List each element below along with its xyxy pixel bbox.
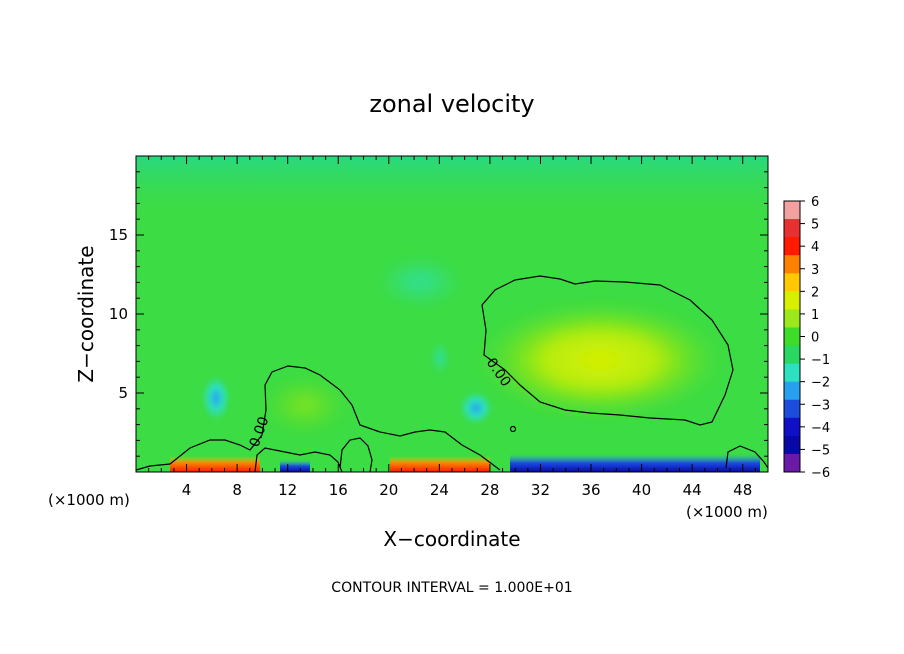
colorbar-label: 2	[811, 285, 819, 300]
colorbar-swatch	[784, 381, 800, 401]
colorbar-swatch	[784, 399, 800, 419]
colorbar-swatch	[784, 417, 800, 437]
contour-large-positive	[481, 275, 734, 426]
colorbar-labels: 6 5 4 3 2 1 0 −1 −2 −3 −4 −5 −6	[811, 195, 830, 481]
y-tick-label: 10	[109, 305, 128, 323]
heatmap-positive-core	[475, 300, 725, 420]
heatmap-negative-patch-3	[430, 342, 450, 374]
colorbar-label: 3	[811, 263, 819, 278]
heatmap-surface-negative-small	[280, 460, 310, 472]
colorbar-label: 1	[811, 308, 819, 323]
heatmap-field	[136, 156, 768, 472]
contour-interval-note: CONTOUR INTERVAL = 1.000E+01	[331, 580, 572, 596]
colorbar-swatch	[784, 453, 800, 473]
colorbar-swatch	[784, 201, 800, 220]
x-axis-unit-left: (×1000 m)	[48, 491, 130, 509]
heatmap-upper-band	[136, 156, 768, 216]
colorbar-swatch	[784, 309, 800, 328]
x-tick-label: 44	[683, 481, 702, 499]
x-tick-label: 12	[278, 481, 297, 499]
colorbar-label: 5	[811, 218, 819, 233]
colorbar-label: −6	[811, 466, 830, 481]
colorbar-label: −5	[811, 443, 830, 458]
colorbar-swatch	[784, 255, 800, 274]
contour-small-dome	[339, 437, 373, 473]
x-tick-label: 48	[733, 481, 752, 499]
x-tick-label: 20	[379, 481, 398, 499]
x-axis-unit-right: (×1000 m)	[686, 503, 768, 521]
colorbar-label: 6	[811, 195, 819, 210]
heatmap-surface-positive-1	[170, 456, 260, 472]
contour-lines	[135, 275, 769, 473]
x-tick-label: 8	[232, 481, 242, 499]
heatmap-negative-patch-1	[202, 376, 230, 420]
x-tick-label: 32	[531, 481, 550, 499]
y-tick-label: 5	[118, 384, 128, 402]
heatmap-surface-positive-2	[390, 456, 490, 472]
colorbar-label: −3	[811, 398, 830, 413]
y-axis-label: Z−coordinate	[74, 245, 98, 382]
colorbar-swatch	[784, 363, 800, 383]
contour-lower-mid-left	[254, 447, 343, 473]
heatmap-negative-patch-2	[460, 392, 492, 424]
x-axis-label: X−coordinate	[383, 527, 520, 551]
x-tick-label: 28	[480, 481, 499, 499]
chart-title: zonal velocity	[369, 90, 534, 118]
colorbar-label: 4	[811, 240, 819, 255]
contour-tiny-loop	[509, 425, 517, 433]
heatmap-positive-lobe	[260, 375, 350, 435]
x-tick-label: 24	[430, 481, 449, 499]
x-tick-label: 36	[581, 481, 600, 499]
colorbar-swatch	[784, 345, 800, 365]
y-tick-label: 15	[109, 226, 128, 244]
colorbar-swatch	[784, 327, 800, 347]
colorbar-label: 0	[811, 331, 819, 346]
axis-ticks	[136, 156, 768, 472]
colorbar-label: −2	[811, 376, 830, 391]
colorbar	[783, 200, 805, 473]
x-tick-label: 4	[182, 481, 192, 499]
colorbar-label: −4	[811, 421, 830, 436]
colorbar-swatch	[784, 435, 800, 455]
contour-right-edge	[725, 445, 769, 469]
colorbar-label: −1	[811, 353, 830, 368]
contour-lower-left	[135, 365, 501, 471]
colorbar-swatch	[784, 291, 800, 310]
heatmap-upper-patch	[380, 258, 460, 306]
colorbar-swatch	[784, 273, 800, 292]
heatmap-surface-negative	[510, 454, 760, 472]
x-tick-label: 16	[329, 481, 348, 499]
x-tick-label: 40	[632, 481, 651, 499]
colorbar-swatch	[784, 219, 800, 238]
colorbar-swatch	[784, 237, 800, 256]
